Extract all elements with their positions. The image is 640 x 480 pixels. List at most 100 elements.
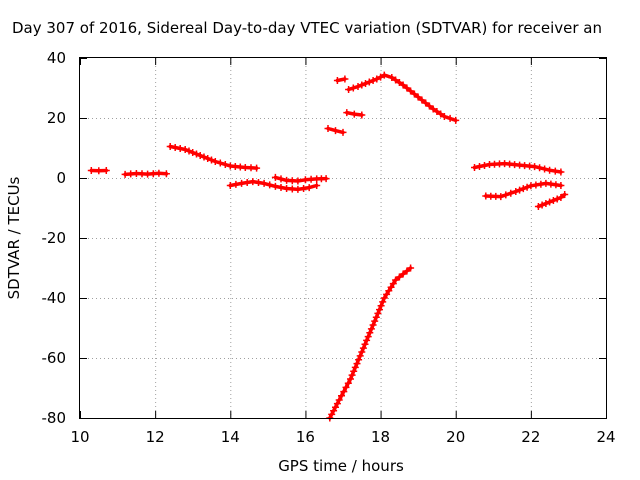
series-arc-9 xyxy=(345,71,460,124)
plus-marker xyxy=(387,283,395,291)
data-point-marker xyxy=(102,167,110,174)
x-tick-label: 24 xyxy=(596,428,615,446)
plus-marker xyxy=(338,392,345,400)
plus-marker xyxy=(407,87,415,95)
series-arc-11 xyxy=(471,160,565,176)
data-point-marker xyxy=(211,158,219,165)
plus-marker xyxy=(389,280,397,288)
plus-marker xyxy=(355,356,363,364)
series-arc-2 xyxy=(121,169,170,178)
plus-marker xyxy=(300,185,308,192)
data-point-marker xyxy=(324,125,332,132)
plus-marker xyxy=(403,267,411,275)
x-tick-label: 16 xyxy=(296,428,315,446)
plus-marker xyxy=(476,163,483,170)
data-point-marker xyxy=(322,175,330,183)
data-point-marker xyxy=(561,191,569,198)
data-point-marker xyxy=(249,178,257,186)
plus-marker xyxy=(171,144,179,151)
data-point-marker xyxy=(369,321,377,329)
plus-marker xyxy=(377,73,385,81)
data-point-marker xyxy=(87,167,95,174)
series-arc-1 xyxy=(87,167,110,175)
data-point-marker xyxy=(546,198,554,206)
data-point-marker xyxy=(294,177,302,185)
plus-marker xyxy=(392,76,400,84)
plus-marker xyxy=(538,201,546,209)
data-point-marker xyxy=(339,128,347,136)
y-tick-label: 40 xyxy=(47,49,66,67)
plus-marker xyxy=(410,90,418,98)
data-point-marker xyxy=(358,111,366,119)
chart-title: Day 307 of 2016, Sidereal Day-to-day VTE… xyxy=(12,19,602,37)
plus-marker xyxy=(377,302,385,310)
data-point-marker xyxy=(392,276,400,284)
data-point-marker xyxy=(294,185,302,193)
plus-marker xyxy=(551,167,559,175)
data-point-marker xyxy=(388,74,396,81)
data-point-marker xyxy=(333,77,341,84)
x-tick-label: 14 xyxy=(221,428,240,446)
data-point-marker xyxy=(527,182,535,190)
data-point-marker xyxy=(557,194,565,201)
plus-marker xyxy=(366,329,374,337)
x-axis-title: GPS time / hours xyxy=(278,457,404,475)
plus-marker xyxy=(371,317,379,325)
data-point-marker xyxy=(166,143,174,150)
plus-marker xyxy=(425,102,433,110)
plus-marker xyxy=(193,150,200,158)
data-point-marker xyxy=(557,168,565,176)
plus-marker xyxy=(255,179,262,186)
y-axis-title: SDTVAR / TECUs xyxy=(5,176,23,299)
y-tick-label: -20 xyxy=(42,229,67,247)
data-point-marker xyxy=(343,109,351,117)
plus-marker xyxy=(176,145,184,152)
data-point-marker xyxy=(260,179,268,187)
data-point-marker xyxy=(380,71,388,79)
plus-marker xyxy=(332,403,339,411)
data-point-marker xyxy=(341,75,349,83)
plus-marker xyxy=(374,309,382,317)
plus-marker xyxy=(356,352,364,360)
data-series xyxy=(87,71,569,422)
data-point-marker xyxy=(373,75,381,83)
plus-marker xyxy=(502,191,510,199)
data-point-marker xyxy=(429,105,437,113)
x-tick-label: 20 xyxy=(446,428,465,446)
series-arc-7 xyxy=(333,75,349,84)
series-arc-10 xyxy=(326,264,415,422)
y-tick-label: -40 xyxy=(42,289,67,307)
plot-frame xyxy=(79,57,607,419)
data-point-marker xyxy=(452,116,460,124)
plus-marker xyxy=(216,159,224,167)
plus-marker xyxy=(433,108,441,115)
data-point-marker xyxy=(305,184,313,192)
series-arc-4 xyxy=(226,178,321,193)
series-arc-13 xyxy=(534,191,569,210)
plus-marker xyxy=(446,114,454,122)
plus-marker xyxy=(395,273,403,281)
x-tick-label: 10 xyxy=(70,428,89,446)
plus-marker xyxy=(266,181,274,189)
plus-marker xyxy=(536,164,544,172)
data-point-marker xyxy=(380,294,388,302)
plus-marker xyxy=(208,156,215,164)
plus-marker xyxy=(553,195,561,203)
plus-marker xyxy=(367,325,375,333)
series-arc-5 xyxy=(271,173,330,185)
data-point-marker xyxy=(399,81,407,89)
plus-marker xyxy=(328,410,336,418)
plus-marker xyxy=(185,147,193,155)
data-point-marker xyxy=(471,164,478,171)
data-point-marker xyxy=(271,173,279,181)
plus-marker xyxy=(342,383,350,391)
plus-marker xyxy=(277,184,285,191)
data-point-marker xyxy=(546,166,554,174)
data-point-marker xyxy=(365,78,373,86)
data-point-marker xyxy=(162,170,170,178)
plus-marker xyxy=(277,175,285,183)
data-point-marker xyxy=(497,193,505,201)
data-point-marker xyxy=(414,93,422,101)
plus-marker xyxy=(204,155,212,162)
